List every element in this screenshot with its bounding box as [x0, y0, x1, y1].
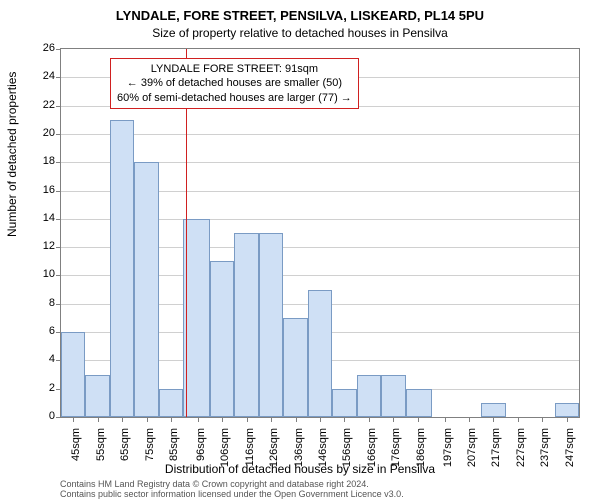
x-tick-mark	[542, 417, 543, 422]
chart-container: LYNDALE, FORE STREET, PENSILVA, LISKEARD…	[0, 0, 600, 500]
y-tick-label: 20	[25, 127, 55, 139]
y-tick-mark	[56, 304, 61, 305]
x-tick-mark	[171, 417, 172, 422]
x-tick-label: 106sqm	[219, 428, 231, 478]
x-tick-label: 65sqm	[119, 428, 131, 478]
y-tick-label: 2	[25, 382, 55, 394]
histogram-bar	[332, 389, 356, 417]
x-tick-label: 207sqm	[466, 428, 478, 478]
x-tick-mark	[198, 417, 199, 422]
y-tick-mark	[56, 417, 61, 418]
x-tick-mark	[296, 417, 297, 422]
gridline	[61, 134, 579, 135]
x-tick-label: 116sqm	[244, 428, 256, 478]
y-tick-mark	[56, 219, 61, 220]
y-tick-label: 10	[25, 268, 55, 280]
y-tick-label: 12	[25, 240, 55, 252]
x-tick-label: 126sqm	[268, 428, 280, 478]
y-tick-mark	[56, 275, 61, 276]
y-tick-mark	[56, 49, 61, 50]
y-tick-label: 0	[25, 410, 55, 422]
chart-title-sub: Size of property relative to detached ho…	[0, 26, 600, 40]
x-tick-mark	[147, 417, 148, 422]
attribution: Contains HM Land Registry data © Crown c…	[60, 480, 404, 500]
histogram-bar	[183, 219, 210, 417]
y-tick-mark	[56, 162, 61, 163]
x-tick-mark	[369, 417, 370, 422]
x-tick-label: 136sqm	[293, 428, 305, 478]
annotation-box: LYNDALE FORE STREET: 91sqm ← 39% of deta…	[110, 58, 359, 109]
histogram-bar	[210, 261, 234, 417]
x-tick-label: 75sqm	[144, 428, 156, 478]
x-tick-label: 85sqm	[168, 428, 180, 478]
attribution-line2: Contains public sector information licen…	[60, 490, 404, 500]
histogram-bar	[555, 403, 579, 417]
y-tick-mark	[56, 191, 61, 192]
y-axis-label: Number of detached properties	[5, 72, 19, 237]
y-tick-label: 18	[25, 155, 55, 167]
histogram-bar	[85, 375, 109, 417]
x-tick-label: 217sqm	[490, 428, 502, 478]
x-tick-label: 96sqm	[195, 428, 207, 478]
x-tick-label: 247sqm	[564, 428, 576, 478]
x-tick-mark	[247, 417, 248, 422]
histogram-bar	[283, 318, 307, 417]
x-tick-mark	[320, 417, 321, 422]
x-tick-mark	[418, 417, 419, 422]
x-tick-mark	[344, 417, 345, 422]
x-tick-label: 55sqm	[95, 428, 107, 478]
x-tick-mark	[271, 417, 272, 422]
histogram-bar	[110, 120, 134, 417]
y-tick-label: 8	[25, 297, 55, 309]
histogram-bar	[61, 332, 85, 417]
x-tick-label: 227sqm	[515, 428, 527, 478]
y-tick-mark	[56, 77, 61, 78]
x-tick-label: 156sqm	[341, 428, 353, 478]
histogram-bar	[134, 162, 158, 417]
x-tick-mark	[445, 417, 446, 422]
x-tick-label: 197sqm	[442, 428, 454, 478]
histogram-bar	[406, 389, 433, 417]
x-tick-mark	[493, 417, 494, 422]
histogram-bar	[308, 290, 332, 417]
y-tick-label: 14	[25, 212, 55, 224]
histogram-bar	[357, 375, 381, 417]
histogram-bar	[381, 375, 405, 417]
x-tick-mark	[393, 417, 394, 422]
annotation-line1: LYNDALE FORE STREET: 91sqm	[117, 62, 352, 76]
x-tick-mark	[469, 417, 470, 422]
x-tick-label: 237sqm	[539, 428, 551, 478]
y-tick-label: 6	[25, 325, 55, 337]
x-tick-mark	[98, 417, 99, 422]
y-tick-label: 24	[25, 70, 55, 82]
annotation-line3: 60% of semi-detached houses are larger (…	[117, 91, 352, 105]
annotation-line2: ← 39% of detached houses are smaller (50…	[117, 76, 352, 90]
y-tick-mark	[56, 247, 61, 248]
histogram-bar	[481, 403, 505, 417]
x-tick-label: 45sqm	[70, 428, 82, 478]
x-tick-label: 176sqm	[390, 428, 402, 478]
y-tick-label: 26	[25, 42, 55, 54]
y-tick-label: 4	[25, 353, 55, 365]
chart-title-main: LYNDALE, FORE STREET, PENSILVA, LISKEARD…	[0, 8, 600, 23]
x-tick-mark	[567, 417, 568, 422]
y-tick-label: 22	[25, 99, 55, 111]
y-tick-label: 16	[25, 184, 55, 196]
x-tick-label: 166sqm	[366, 428, 378, 478]
histogram-bar	[259, 233, 283, 417]
x-tick-mark	[222, 417, 223, 422]
histogram-bar	[234, 233, 258, 417]
x-tick-label: 146sqm	[317, 428, 329, 478]
x-tick-mark	[122, 417, 123, 422]
y-tick-mark	[56, 106, 61, 107]
histogram-bar	[159, 389, 183, 417]
x-tick-mark	[73, 417, 74, 422]
y-tick-mark	[56, 134, 61, 135]
x-tick-mark	[518, 417, 519, 422]
x-tick-label: 186sqm	[415, 428, 427, 478]
